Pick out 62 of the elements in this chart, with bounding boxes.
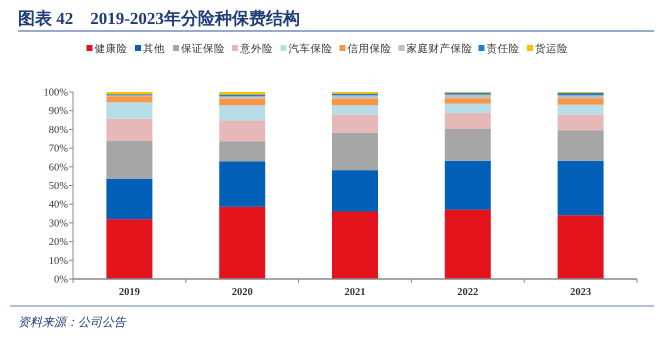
bar [219,98,266,106]
bar [332,95,378,99]
bar [558,98,604,105]
x-tick-label: 2020 [232,287,253,298]
y-tick-label: 50% [48,181,68,192]
bar [558,215,604,279]
bar [106,219,152,279]
bar [219,161,266,207]
bar [558,104,604,115]
bar [444,128,491,161]
bar [332,170,378,212]
y-tick-label: 90% [48,106,68,118]
bar [558,95,604,98]
bar [219,120,266,142]
bar [444,160,491,210]
bar [106,96,152,102]
legend-label: 信用保险 [348,43,392,55]
bar [106,140,152,179]
bar [106,102,152,119]
legend-label: 健康险 [94,42,128,55]
bar [106,178,152,220]
bar [444,94,491,98]
x-tick-label: 2022 [457,287,478,298]
bar [219,92,266,95]
legend-label: 保证保险 [181,43,225,55]
bar [444,104,491,113]
bar [558,160,604,216]
y-tick-label: 80% [48,124,68,136]
legend-label: 家庭财产保险 [406,42,472,55]
bar [558,92,604,96]
bar [444,112,491,129]
y-tick-label: 60% [48,162,68,174]
bar [219,105,266,120]
y-tick-label: 100% [44,88,68,98]
bar [219,206,266,279]
bar [332,132,378,170]
bar [219,141,266,162]
legend-label: 责任险 [486,42,520,55]
legend-label: 意外险 [239,42,273,55]
bar [332,105,378,115]
bar [106,118,152,141]
x-tick-label: 2023 [570,287,592,298]
text: 资料来源：公司公告 [18,315,127,329]
bar [444,98,491,104]
bar [444,210,491,279]
bar [558,130,604,161]
y-tick-label: 10% [48,256,68,267]
bar [558,114,604,130]
bar [332,114,378,133]
legend-label: 货运险 [535,42,568,55]
bar [332,98,378,106]
y-tick-label: 20% [48,237,68,248]
y-tick-label: 70% [48,144,68,155]
y-tick-label: 0% [54,274,68,286]
x-tick-label: 2019 [118,287,140,298]
chart-title: 图表 42 2019-2023年分险种保费结构 [18,9,300,28]
legend-label: 其他 [143,42,165,55]
legend-label: 汽车保险 [288,42,332,55]
bar [332,211,378,279]
x-tick-label: 2021 [344,287,366,298]
y-tick-label: 40% [48,200,68,211]
y-tick-label: 30% [48,218,68,230]
